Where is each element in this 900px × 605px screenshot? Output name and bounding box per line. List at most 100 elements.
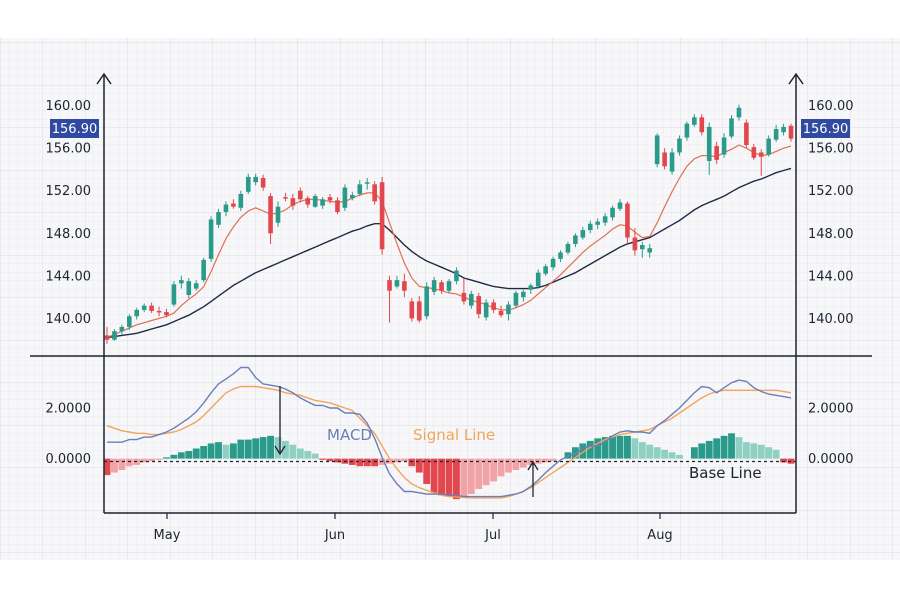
histogram-bar xyxy=(170,454,178,459)
candle-body xyxy=(350,195,355,199)
candlestick xyxy=(640,241,645,258)
candle-body xyxy=(394,280,400,287)
candle-body xyxy=(245,176,251,192)
candlestick xyxy=(610,205,615,221)
candle-body xyxy=(268,196,273,234)
candle-body xyxy=(216,212,221,225)
candlestick xyxy=(781,123,786,136)
candlestick xyxy=(379,176,385,255)
histogram-bar xyxy=(274,437,282,459)
candle-body xyxy=(640,245,645,250)
candle-body xyxy=(327,197,333,201)
histogram-bar xyxy=(720,435,728,459)
candlestick xyxy=(483,299,489,321)
histogram-bar xyxy=(713,438,721,459)
candlestick xyxy=(491,299,496,314)
histogram-bar xyxy=(185,451,193,459)
candle-body xyxy=(506,304,511,315)
candle-body xyxy=(119,326,125,332)
candle-body xyxy=(677,138,682,153)
histogram-bar xyxy=(594,438,602,459)
candlestick xyxy=(714,141,719,165)
histogram-bar xyxy=(393,458,401,463)
candle-body xyxy=(565,243,571,253)
candle-body xyxy=(439,282,444,291)
right-axis-arrow xyxy=(788,72,804,85)
candle-body xyxy=(625,203,630,238)
current-price-badge-right: 156.90 xyxy=(801,119,850,138)
price-badge-bg xyxy=(801,119,850,138)
candlestick xyxy=(119,324,125,335)
candlestick xyxy=(327,193,333,204)
candlestick xyxy=(253,173,258,186)
histogram-layer xyxy=(103,433,795,500)
candle-body xyxy=(364,182,370,184)
histogram-bar xyxy=(445,458,453,497)
histogram-bar xyxy=(497,458,505,477)
signal-line-annotation: Signal Line xyxy=(413,426,495,444)
histogram-bar xyxy=(430,458,438,493)
histogram-bar xyxy=(735,437,743,459)
candlestick xyxy=(550,256,556,271)
candle-body xyxy=(669,152,675,172)
candlestick xyxy=(654,133,660,168)
price-tick-label-left: 144.00 xyxy=(46,269,92,284)
month-tick-label: Jun xyxy=(324,528,345,543)
candlestick xyxy=(112,329,117,341)
candle-body xyxy=(699,117,705,133)
candlestick xyxy=(164,308,169,318)
candlestick xyxy=(350,191,355,201)
candle-body xyxy=(104,335,110,340)
candle-body xyxy=(521,291,526,298)
histogram-bar xyxy=(705,440,713,459)
price-tick-label-right: 160.00 xyxy=(808,99,854,114)
histogram-bar xyxy=(334,458,341,463)
candlestick xyxy=(156,306,162,317)
candlestick xyxy=(521,289,526,302)
candlestick xyxy=(424,282,429,320)
candlestick xyxy=(766,135,771,157)
candle-body xyxy=(692,117,697,125)
signal-line xyxy=(106,385,792,499)
candlestick xyxy=(669,148,675,175)
candle-body xyxy=(654,135,660,165)
price-tick-label-right: 140.00 xyxy=(808,312,854,327)
candlestick xyxy=(602,213,608,226)
candlestick xyxy=(513,290,519,308)
histogram-bar xyxy=(423,458,431,484)
histogram-bar xyxy=(125,458,133,467)
candlestick xyxy=(104,326,110,344)
candlestick xyxy=(454,267,459,285)
candle-body xyxy=(283,197,288,199)
candlestick xyxy=(127,314,132,331)
candlestick xyxy=(431,276,437,295)
candle-body xyxy=(312,196,318,207)
candlestick xyxy=(312,193,318,208)
histogram-bar xyxy=(140,458,148,463)
histogram-bar xyxy=(482,458,490,486)
candlestick xyxy=(298,187,303,203)
candlestick xyxy=(751,143,757,160)
candle-body xyxy=(193,283,199,289)
histogram-bar xyxy=(653,447,661,459)
candlestick xyxy=(335,197,340,215)
histogram-bar xyxy=(222,444,230,459)
macd-line xyxy=(107,366,792,498)
macd-annotation: MACD xyxy=(327,426,372,444)
histogram-bar xyxy=(616,435,624,459)
candlestick xyxy=(662,148,667,170)
slow-moving-average-line xyxy=(106,167,792,339)
candle-body xyxy=(684,123,690,138)
candle-body xyxy=(290,198,296,206)
candle-body xyxy=(342,187,348,208)
candle-body xyxy=(647,248,653,253)
histogram-bar xyxy=(661,449,669,459)
candle-body xyxy=(141,305,147,310)
candle-body xyxy=(134,309,140,317)
candlestick xyxy=(469,290,474,309)
candlestick xyxy=(231,199,236,209)
histogram-bar xyxy=(638,442,646,459)
candlestick xyxy=(558,250,563,263)
candle-body xyxy=(446,281,452,291)
histogram-bar xyxy=(192,448,200,459)
